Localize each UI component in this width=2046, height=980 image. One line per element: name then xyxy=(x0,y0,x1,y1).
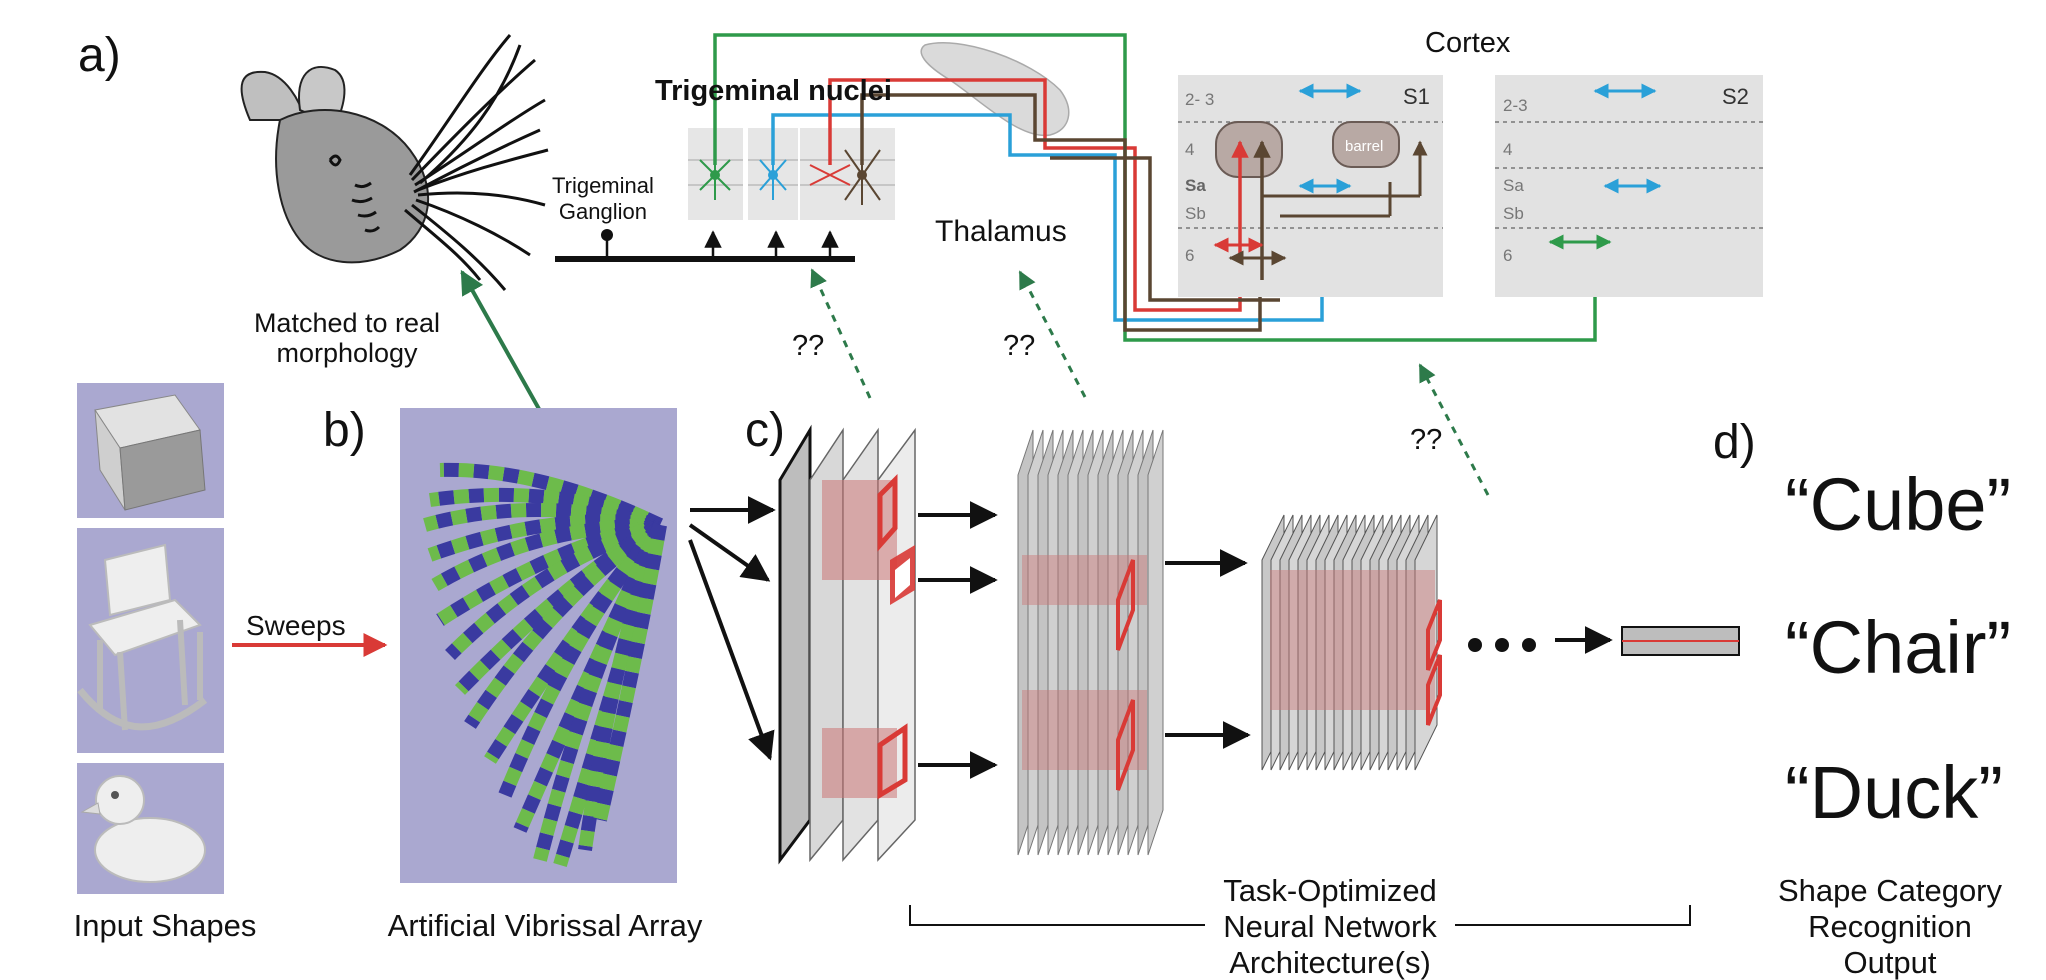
s1-layer-sb: Sb xyxy=(1185,204,1206,223)
output-duck: “Duck” xyxy=(1785,751,2003,834)
s2-layer-sb: Sb xyxy=(1503,204,1524,223)
cortex-s2-panel xyxy=(1495,75,1763,297)
whisker-segment xyxy=(533,521,667,862)
trigeminal-nuclei-label: Trigeminal nuclei xyxy=(655,75,892,107)
output-vector xyxy=(1621,626,1740,656)
thalamus-label: Thalamus xyxy=(935,215,1067,248)
whisker-segment xyxy=(498,520,666,798)
sweeps-label: Sweeps xyxy=(246,610,346,641)
input-shape-duck xyxy=(77,763,224,894)
vibrissal-array xyxy=(400,408,677,883)
whisker-segment xyxy=(593,523,667,822)
s1-layer-2-3: 2- 3 xyxy=(1185,90,1215,109)
trigeminal-ganglion-bar xyxy=(555,229,855,262)
whisker-segment xyxy=(464,519,664,729)
kernel-outline xyxy=(1116,559,1135,651)
trigeminal-nuclei-boxes xyxy=(688,128,895,220)
thalamus-shape xyxy=(920,42,1070,137)
whisker xyxy=(454,518,664,695)
receptive-field xyxy=(1022,555,1147,605)
network-layer-2 xyxy=(1017,429,1164,856)
s1-layer-4: 4 xyxy=(1185,140,1195,159)
panel-label-c: c) xyxy=(745,404,785,457)
barrel-label: barrel xyxy=(1345,138,1384,155)
s2-layer-2-3: 2-3 xyxy=(1503,96,1528,115)
question-arrows xyxy=(810,268,1490,496)
trigeminal-ganglion-label: Trigeminal Ganglion xyxy=(552,173,654,224)
question-label-1: ?? xyxy=(792,330,825,362)
input-arrows xyxy=(688,496,776,761)
ellipsis-dots xyxy=(1468,638,1536,652)
output-cube: “Cube” xyxy=(1785,463,2012,546)
rat-head-illustration xyxy=(240,34,549,291)
cortex-label: Cortex xyxy=(1425,27,1511,59)
layer2-sheet xyxy=(1147,429,1164,856)
whisker-segment xyxy=(423,503,662,532)
kernel-outline xyxy=(1116,699,1135,791)
question-label-3: ?? xyxy=(1410,424,1443,456)
cortex-s1-panel xyxy=(1178,75,1443,297)
s2-label: S2 xyxy=(1722,84,1749,109)
receptive-field xyxy=(1270,570,1435,710)
whisker xyxy=(464,519,664,729)
layer1-output-arrows xyxy=(918,501,998,779)
panel-label-d: d) xyxy=(1713,416,1756,469)
kernel-outline xyxy=(1426,599,1442,671)
input-shape-cube xyxy=(77,383,224,518)
input-shapes-caption: Input Shapes xyxy=(73,908,257,943)
panel-label-b: b) xyxy=(323,404,366,457)
layer2-output-arrows xyxy=(1165,549,1251,749)
pathway-lines xyxy=(713,33,1597,342)
question-label-2: ?? xyxy=(1003,330,1036,362)
s2-layer-4: 4 xyxy=(1503,140,1513,159)
task-optimized-caption: Task-Optimized Neural Network Architectu… xyxy=(1223,873,1437,980)
s2-layer-6: 6 xyxy=(1503,246,1513,265)
panel-label-a: a) xyxy=(78,29,121,82)
network-layer-3 xyxy=(1261,514,1442,771)
vibrissal-array-caption: Artificial Vibrissal Array xyxy=(387,908,703,943)
whisker-segment xyxy=(431,518,661,592)
architecture-bracket xyxy=(909,905,1691,926)
input-shape-chair xyxy=(77,528,224,753)
whisker xyxy=(593,523,667,822)
morphology-arrow xyxy=(460,269,550,426)
network-layer-1 xyxy=(778,424,916,865)
receptive-field xyxy=(1022,690,1147,770)
s1-label: S1 xyxy=(1403,84,1430,109)
output-chair: “Chair” xyxy=(1785,606,2012,689)
s1-layer-sa: Sa xyxy=(1185,176,1206,195)
whisker xyxy=(498,520,666,798)
s2-layer-sa: Sa xyxy=(1503,176,1524,195)
kernel-outline xyxy=(1426,654,1442,726)
s1-layer-6: 6 xyxy=(1185,246,1195,265)
shape-output-caption: Shape Category Recognition Output xyxy=(1777,873,2003,980)
matched-morphology-label: Matched to real morphology xyxy=(253,308,441,368)
whisker-segment xyxy=(439,462,664,532)
